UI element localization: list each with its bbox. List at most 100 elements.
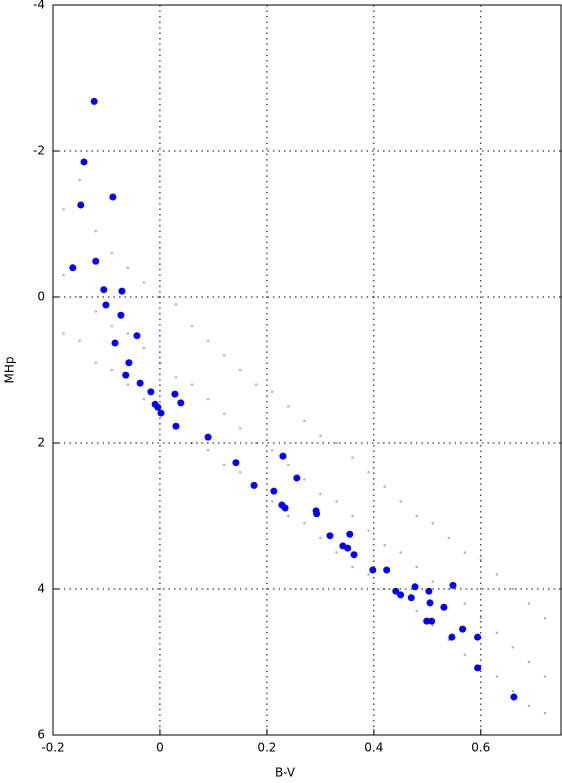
point [90, 97, 98, 105]
point [463, 653, 466, 656]
point [154, 403, 162, 411]
point [440, 603, 448, 611]
y-tick-label: 2 [37, 436, 45, 450]
point [415, 514, 418, 518]
point [495, 573, 499, 576]
point [102, 301, 110, 309]
point [423, 617, 431, 625]
x-tick-label: 0 [156, 741, 164, 755]
point [431, 580, 434, 583]
point [110, 368, 114, 372]
point [177, 399, 185, 407]
x-tick-label: 0.4 [364, 741, 383, 755]
point [174, 376, 178, 379]
point [110, 325, 114, 328]
point [511, 690, 515, 693]
point [383, 566, 391, 574]
point [118, 287, 126, 295]
point [415, 609, 418, 613]
point [94, 310, 97, 313]
point [255, 441, 258, 445]
point [383, 587, 386, 591]
point [425, 587, 433, 595]
point [303, 522, 306, 525]
point [346, 530, 354, 538]
point [447, 536, 450, 540]
point [190, 441, 194, 445]
point [117, 311, 125, 319]
point [77, 201, 85, 209]
point [415, 565, 418, 569]
point [448, 633, 456, 641]
point [281, 504, 289, 512]
point [172, 422, 180, 430]
point [431, 522, 434, 525]
point [190, 325, 194, 328]
point [174, 303, 178, 306]
point [303, 419, 306, 423]
point [271, 449, 274, 452]
point [136, 379, 144, 387]
point [527, 704, 531, 707]
point [511, 587, 515, 591]
point [80, 158, 88, 166]
point [142, 398, 146, 401]
point [111, 339, 119, 347]
point [232, 459, 240, 467]
point [543, 617, 547, 620]
y-tick-label: 0 [37, 290, 45, 304]
point [126, 332, 130, 335]
point [369, 566, 377, 574]
point [447, 587, 450, 591]
point [397, 591, 405, 599]
point [255, 383, 258, 386]
y-tick-label: -2 [33, 144, 45, 158]
points [62, 97, 547, 715]
point [94, 230, 97, 233]
point [479, 617, 482, 620]
point [287, 463, 290, 467]
point [407, 594, 415, 602]
point [222, 412, 226, 415]
point [142, 281, 146, 284]
point [222, 354, 226, 357]
point [335, 500, 338, 503]
point [479, 558, 482, 561]
point [511, 646, 515, 649]
point [463, 602, 466, 605]
y-axis-label: MHp [3, 357, 17, 384]
point [125, 359, 133, 367]
point [335, 551, 338, 554]
point [543, 711, 547, 715]
point [92, 257, 100, 265]
point [399, 500, 402, 503]
point [238, 368, 242, 372]
point [543, 675, 547, 678]
plot-frame [52, 4, 562, 736]
point [78, 339, 81, 342]
point [126, 266, 130, 269]
point [94, 361, 97, 364]
point [303, 478, 306, 481]
point [510, 693, 518, 701]
point [157, 409, 165, 417]
point [69, 264, 77, 272]
point [399, 551, 402, 554]
point [326, 532, 334, 540]
point [126, 383, 130, 386]
point [238, 427, 242, 430]
point [270, 487, 278, 495]
point [350, 551, 358, 559]
point [495, 675, 499, 678]
point [383, 544, 386, 547]
point [527, 660, 531, 664]
point [367, 529, 370, 532]
point [62, 273, 65, 277]
point [344, 544, 352, 552]
point [133, 332, 141, 340]
y-tick-label: 4 [37, 582, 45, 596]
point [449, 581, 457, 589]
point [110, 252, 114, 255]
point [206, 398, 210, 401]
